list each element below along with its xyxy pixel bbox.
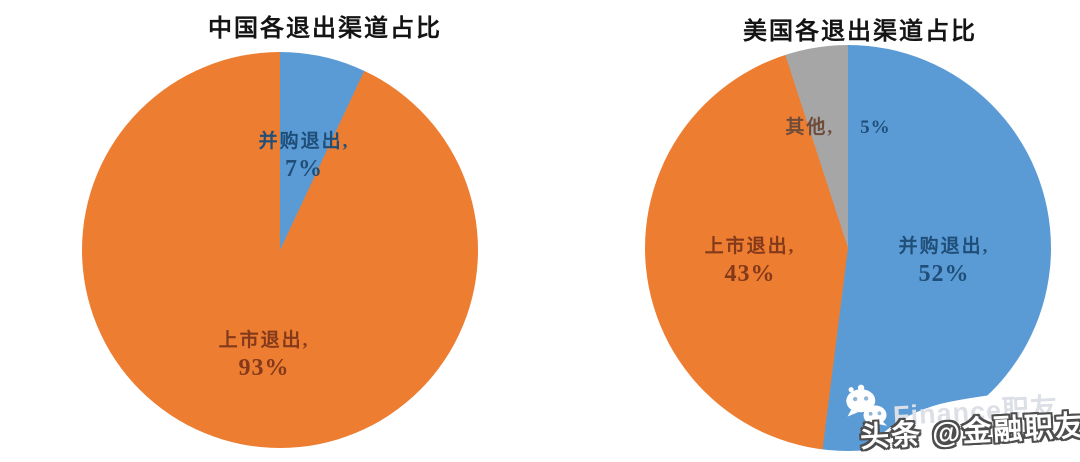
pie-label-value: 52% [918, 261, 970, 287]
pie-label-value: 93% [238, 355, 290, 381]
chart-title-usa: 美国各退出渠道占比 [743, 19, 977, 45]
pie-label-line: 并购退出, [898, 236, 990, 257]
pie-label-value: 43% [724, 261, 776, 287]
chart-title-china: 中国各退出渠道占比 [208, 16, 442, 42]
pie-label-usa-ipo-exit: 上市退出, 43% [705, 231, 796, 288]
pie-label-value: 7% [284, 156, 323, 182]
pie-label-line: 上市退出, [704, 236, 796, 257]
pie-label-line: 上市退出, [218, 330, 310, 351]
wechat-icon [846, 384, 888, 426]
pie-label-line: 其他, [785, 117, 835, 138]
pie-label-value: 5% [860, 117, 891, 138]
pie-label-usa-other: 其他, 5% [785, 112, 890, 139]
pie-label-usa-merger-exit: 并购退出, 52% [899, 231, 990, 288]
pie-usa [645, 45, 1051, 451]
pie-label-china-ipo-exit: 上市退出, 93% [219, 325, 310, 382]
watermark-swoosh [860, 385, 1080, 462]
pie-china [82, 52, 478, 448]
pie-label-line: 并购退出, [258, 131, 350, 152]
pie-label-china-merger-exit: 并购退出, 7% [259, 126, 350, 183]
